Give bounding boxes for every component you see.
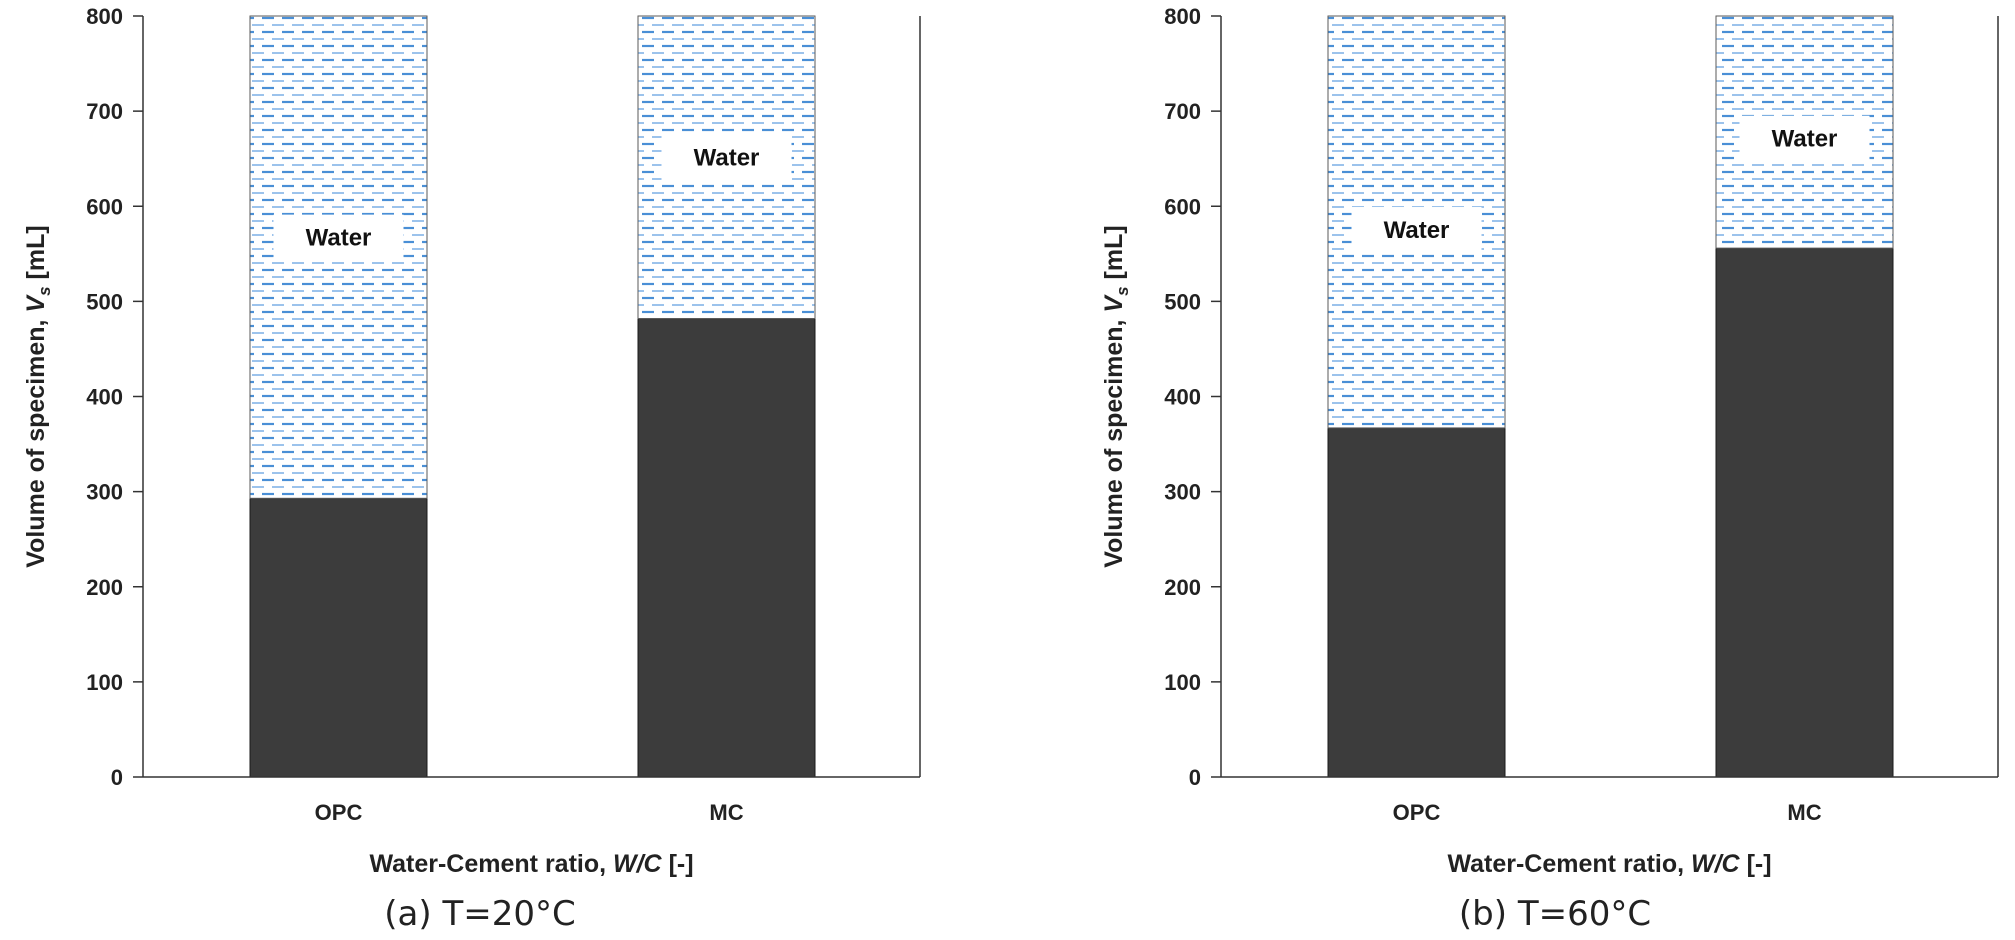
y-axis-title-unit: [mL] xyxy=(22,225,50,286)
y-tick-label: 200 xyxy=(86,575,123,600)
y-tick-label: 700 xyxy=(1164,99,1201,124)
solid-bar-opc xyxy=(249,497,428,778)
y-tick-label: 600 xyxy=(1164,194,1201,219)
y-tick-label: 300 xyxy=(1164,480,1201,505)
y-tick-label: 100 xyxy=(86,670,123,695)
y-tick-label: 300 xyxy=(86,480,123,505)
y-axis-title: Volume of specimen, Vs [mL] xyxy=(1100,225,1132,567)
y-tick-label: 0 xyxy=(1189,765,1201,790)
water-label-box-mc xyxy=(1739,115,1870,162)
y-tick-label: 700 xyxy=(86,99,123,124)
water-label-mc: Water xyxy=(1772,126,1838,153)
y-axis-title-text: Volume of specimen, xyxy=(1100,313,1128,568)
x-axis-title-unit: [-] xyxy=(1740,850,1772,878)
y-axis-title-sub: s xyxy=(35,286,54,295)
chart-panel-a: Water OPC Water MC 0 100 200 300 400 500 600 700 800… xyxy=(22,4,921,934)
y-tick-label: 400 xyxy=(86,385,123,410)
panel-caption: (b) T=60°C xyxy=(1459,894,1651,934)
x-axis-title: Water-Cement ratio, W/C [-] xyxy=(1447,850,1771,878)
y-tick-label: 200 xyxy=(1164,575,1201,600)
x-tick-label-mc: MC xyxy=(709,800,743,825)
y-tick-label: 800 xyxy=(86,4,123,29)
water-label-opc: Water xyxy=(1384,217,1450,244)
y-tick-label: 600 xyxy=(86,194,123,219)
x-tick-label-opc: OPC xyxy=(1393,800,1441,825)
x-axis-title-var: W/C xyxy=(1691,850,1741,878)
solid-bar-mc xyxy=(1715,247,1894,778)
solid-bar-opc xyxy=(1327,427,1506,778)
y-tick-label: 0 xyxy=(111,765,123,790)
y-axis-title-var: V xyxy=(22,294,50,313)
x-tick-label-opc: OPC xyxy=(315,800,363,825)
y-axis-title-text: Volume of specimen, xyxy=(22,313,50,568)
y-axis-title-unit: [mL] xyxy=(1100,225,1128,286)
x-axis-title: Water-Cement ratio, W/C [-] xyxy=(369,850,693,878)
y-tick-label: 400 xyxy=(1164,385,1201,410)
water-label-box-mc xyxy=(661,134,792,181)
y-axis-title-sub: s xyxy=(1113,286,1132,295)
solid-bar-mc xyxy=(637,317,816,778)
chart-panel-b: Water OPC Water MC 0 100 200 300 400 500 600 700 800… xyxy=(1100,4,1999,934)
water-label-opc: Water xyxy=(306,225,372,252)
y-tick-label: 800 xyxy=(1164,4,1201,29)
x-axis-title-var: W/C xyxy=(613,850,663,878)
water-label-box-opc xyxy=(273,214,404,261)
y-axis-title-var: V xyxy=(1100,294,1128,313)
water-label-box-opc xyxy=(1351,207,1482,254)
y-tick-label: 500 xyxy=(86,289,123,314)
y-tick-label: 500 xyxy=(1164,289,1201,314)
x-tick-label-mc: MC xyxy=(1787,800,1821,825)
y-tick-label: 100 xyxy=(1164,670,1201,695)
y-axis-title: Volume of specimen, Vs [mL] xyxy=(22,225,54,567)
water-label-mc: Water xyxy=(694,145,760,172)
x-axis-title-text: Water-Cement ratio, xyxy=(1447,850,1691,878)
x-axis-title-unit: [-] xyxy=(662,850,694,878)
x-axis-title-text: Water-Cement ratio, xyxy=(369,850,613,878)
panel-caption: (a) T=20°C xyxy=(384,894,575,934)
